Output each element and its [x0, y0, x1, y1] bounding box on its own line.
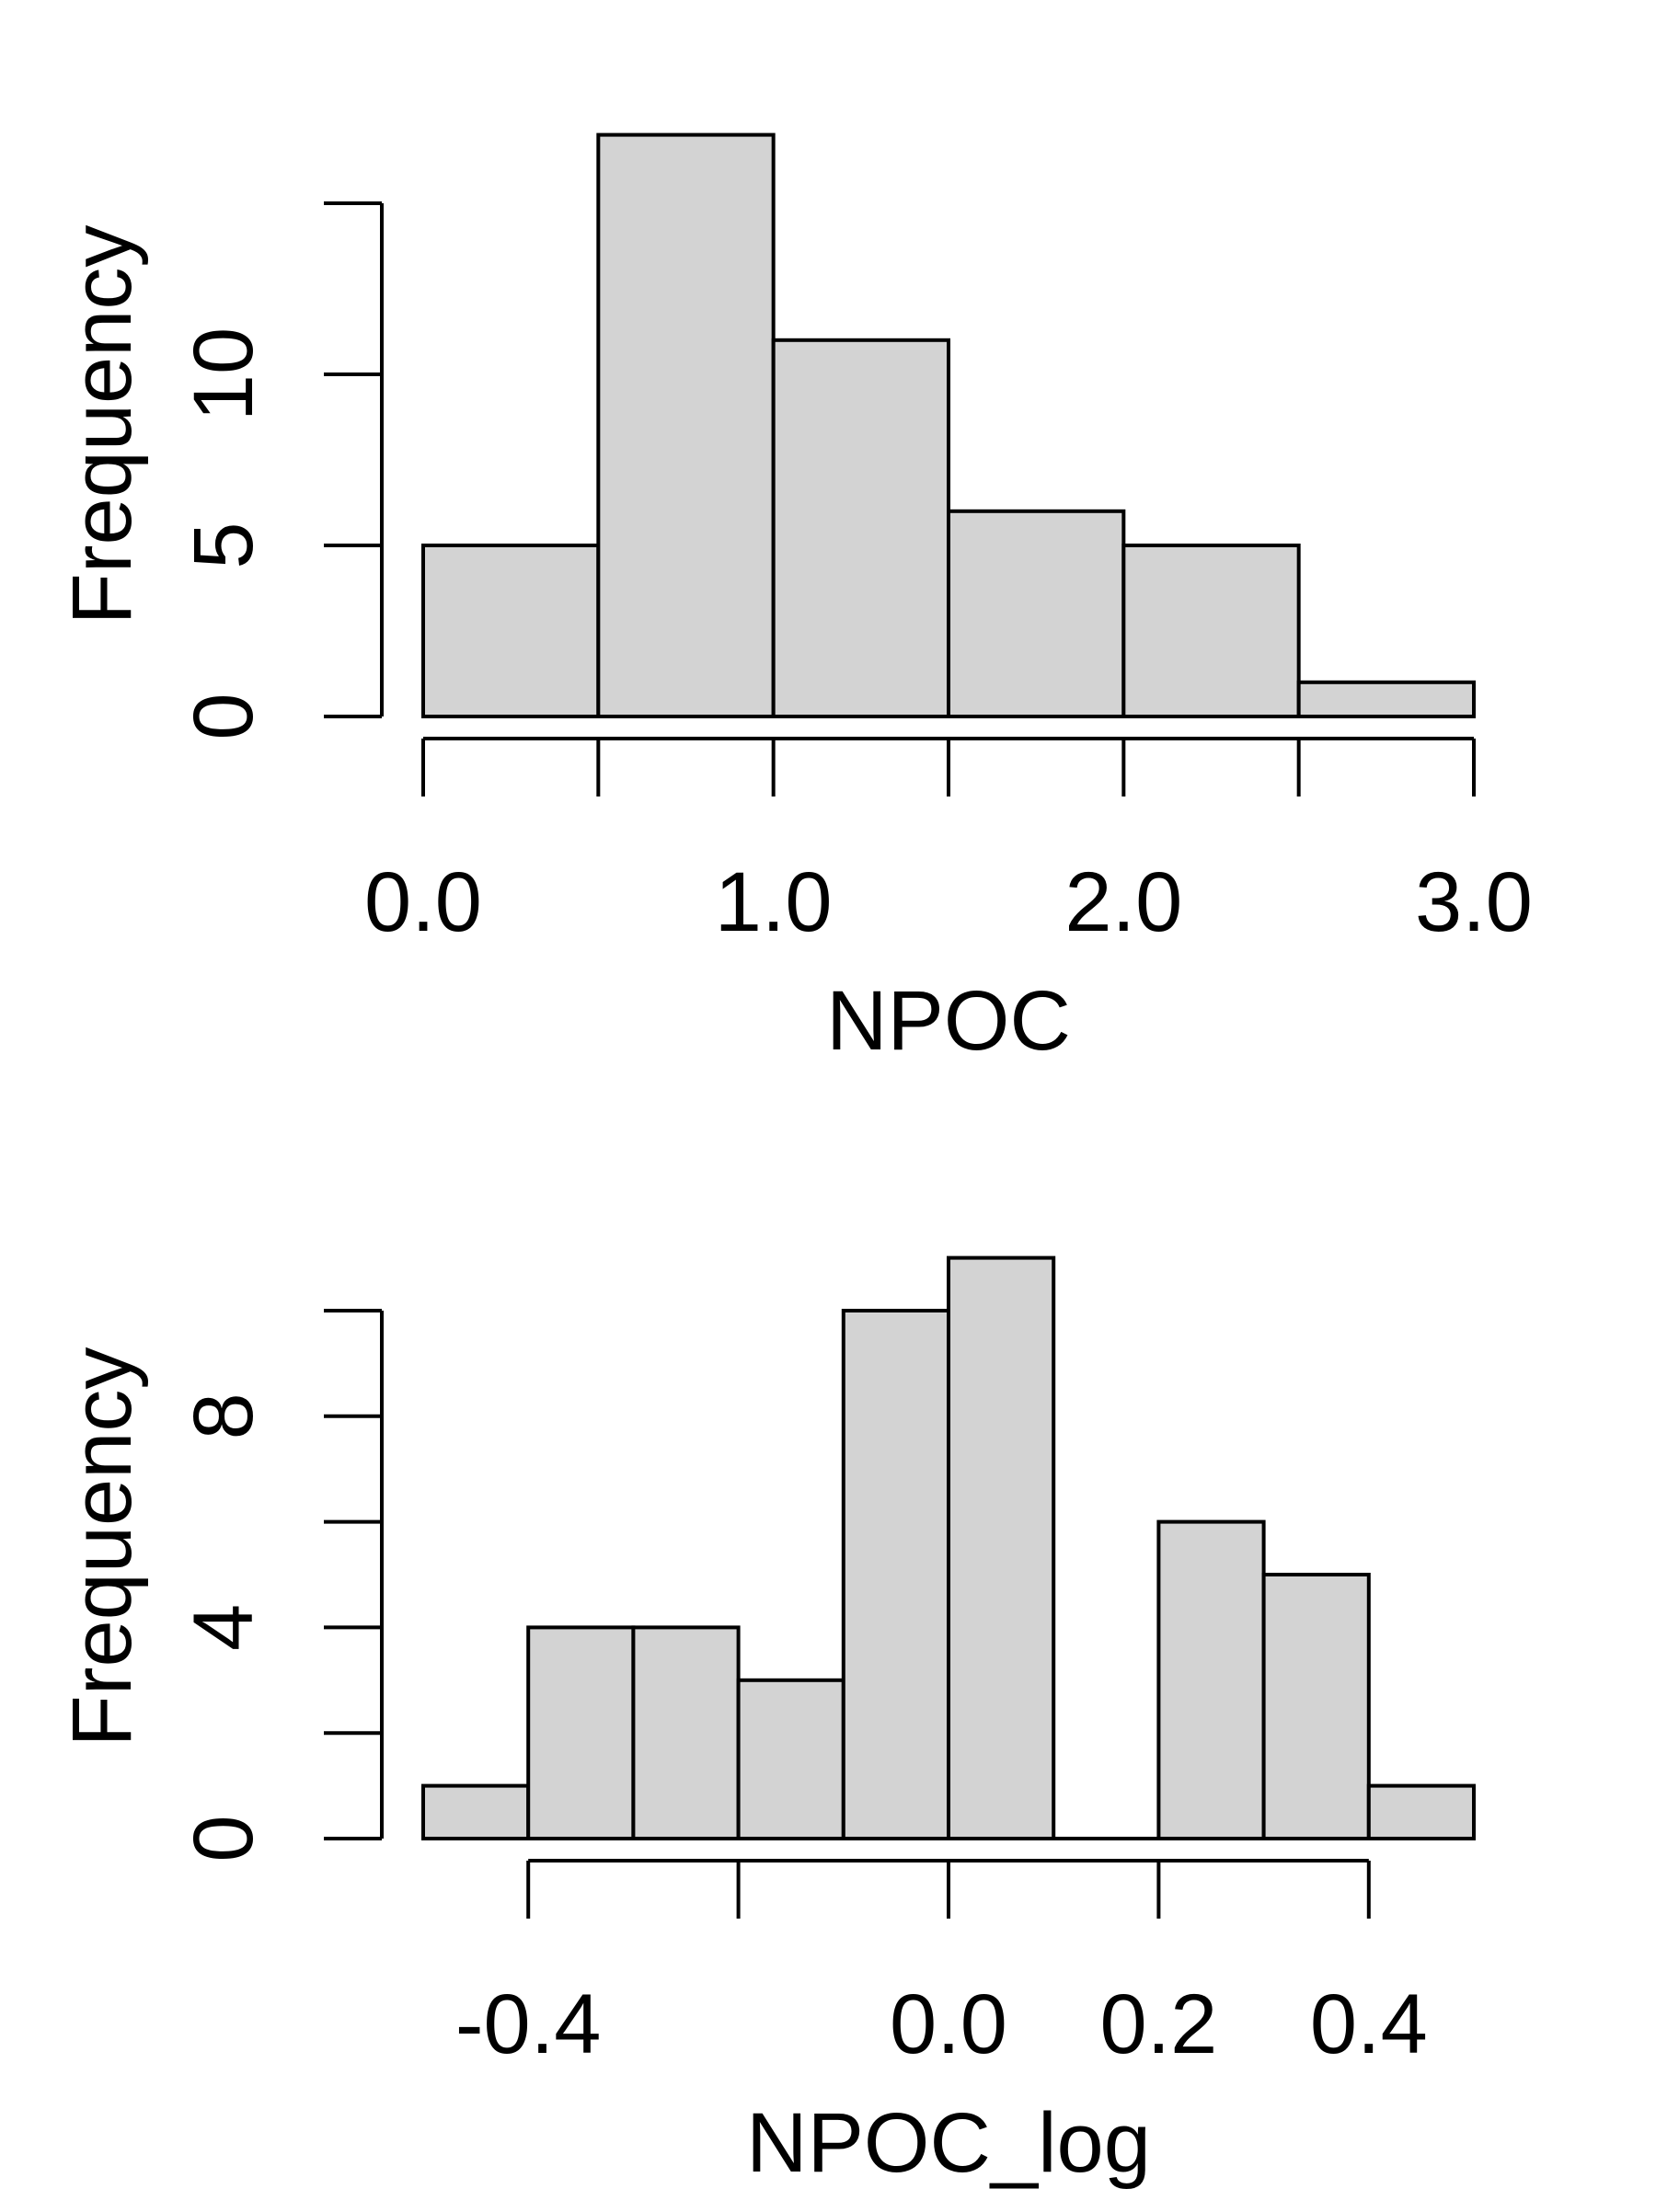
x-axis-title: NPOC	[826, 974, 1071, 1068]
x-tick-label: -0.4	[455, 1977, 602, 2071]
histogram-bar	[1156, 1519, 1266, 1840]
x-axis-title: NPOC_log	[746, 2096, 1151, 2190]
histogram-bar	[421, 1783, 531, 1840]
histogram-bar	[736, 1678, 845, 1841]
y-tick-label: 5	[177, 521, 270, 568]
histogram-bar	[947, 509, 1126, 718]
histogram-bar	[947, 1255, 1056, 1840]
histogram-bar	[631, 1625, 741, 1841]
y-axis-title: Frequency	[55, 1347, 149, 1748]
x-tick-label: 0.0	[890, 1977, 1007, 2071]
histogram-bar	[1261, 1573, 1371, 1840]
y-tick-label: 0	[177, 693, 270, 739]
histogram-panel-2: -0.4 0.0 0.2 0.4 NPOC_log 0 4 8 Frequency	[55, 1255, 1477, 2190]
y-tick-label: 0	[177, 1815, 270, 1862]
histogram-bar	[596, 132, 776, 719]
histogram-bar	[771, 338, 951, 718]
x-tick-label: 0.2	[1099, 1977, 1217, 2071]
histogram-bar	[526, 1625, 636, 1841]
y-tick-label: 8	[177, 1393, 270, 1439]
histogram-bar	[841, 1309, 950, 1840]
y-tick-label: 10	[177, 327, 270, 421]
histogram-panel-1: 0.0 1.0 2.0 3.0 NPOC 0 5 10 Frequency	[55, 132, 1533, 1068]
histogram-bar	[421, 544, 601, 718]
x-tick-label: 0.0	[364, 855, 482, 949]
histogram-bar	[1366, 1783, 1477, 1840]
histogram-bar	[1296, 680, 1476, 718]
histogram-bar	[1121, 544, 1301, 718]
x-tick-label: 2.0	[1064, 855, 1182, 949]
y-axis-title: Frequency	[55, 225, 149, 625]
x-tick-label: 3.0	[1415, 855, 1533, 949]
x-tick-label: 0.4	[1310, 1977, 1428, 2071]
y-tick-label: 4	[177, 1604, 270, 1651]
x-tick-label: 1.0	[715, 855, 833, 949]
